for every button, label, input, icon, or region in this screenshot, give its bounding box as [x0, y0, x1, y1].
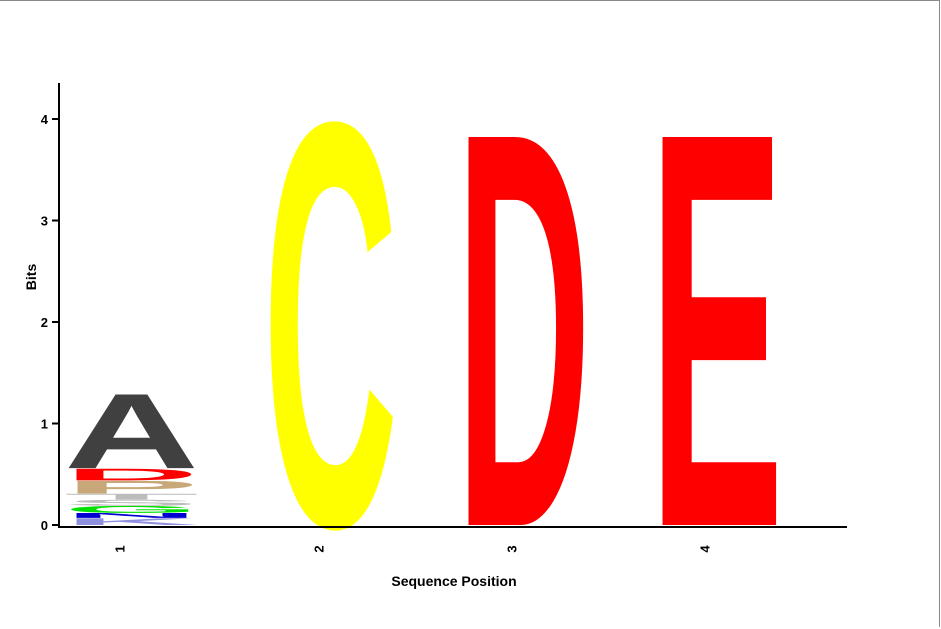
- logo-letter-a: A: [64, 372, 199, 492]
- x-tick-label: 1: [113, 545, 128, 552]
- y-tick-label: 4: [41, 112, 49, 127]
- logo-letter-e: E: [649, 14, 784, 629]
- y-axis-title: Bits: [23, 264, 39, 291]
- logo-letter-d: D: [64, 465, 199, 484]
- y-tick-label: 3: [41, 214, 48, 229]
- y-tick-label: 0: [41, 518, 48, 533]
- logo-letter-g: G: [64, 504, 199, 515]
- x-tick-label: 3: [505, 545, 520, 552]
- x-tick-label: 2: [312, 545, 327, 552]
- logo-letter-p: P: [64, 477, 199, 497]
- logo-letter-d: D: [456, 16, 591, 629]
- y-tick-label: 1: [41, 417, 48, 432]
- logo-letter-n: N: [64, 512, 199, 520]
- y-ticks: 0 1 2 3 4: [41, 112, 59, 533]
- x-tick-label: 4: [698, 545, 713, 553]
- logo-letter-s: S: [64, 498, 199, 507]
- x-axis-title: Sequence Position: [391, 573, 516, 589]
- logo-letter-t: T: [64, 492, 199, 501]
- y-tick-label: 2: [41, 315, 48, 330]
- logo-letter-k: K: [64, 516, 199, 527]
- x-ticks: 1 2 3 4: [113, 545, 713, 553]
- logo-letter-c: C: [263, 3, 398, 629]
